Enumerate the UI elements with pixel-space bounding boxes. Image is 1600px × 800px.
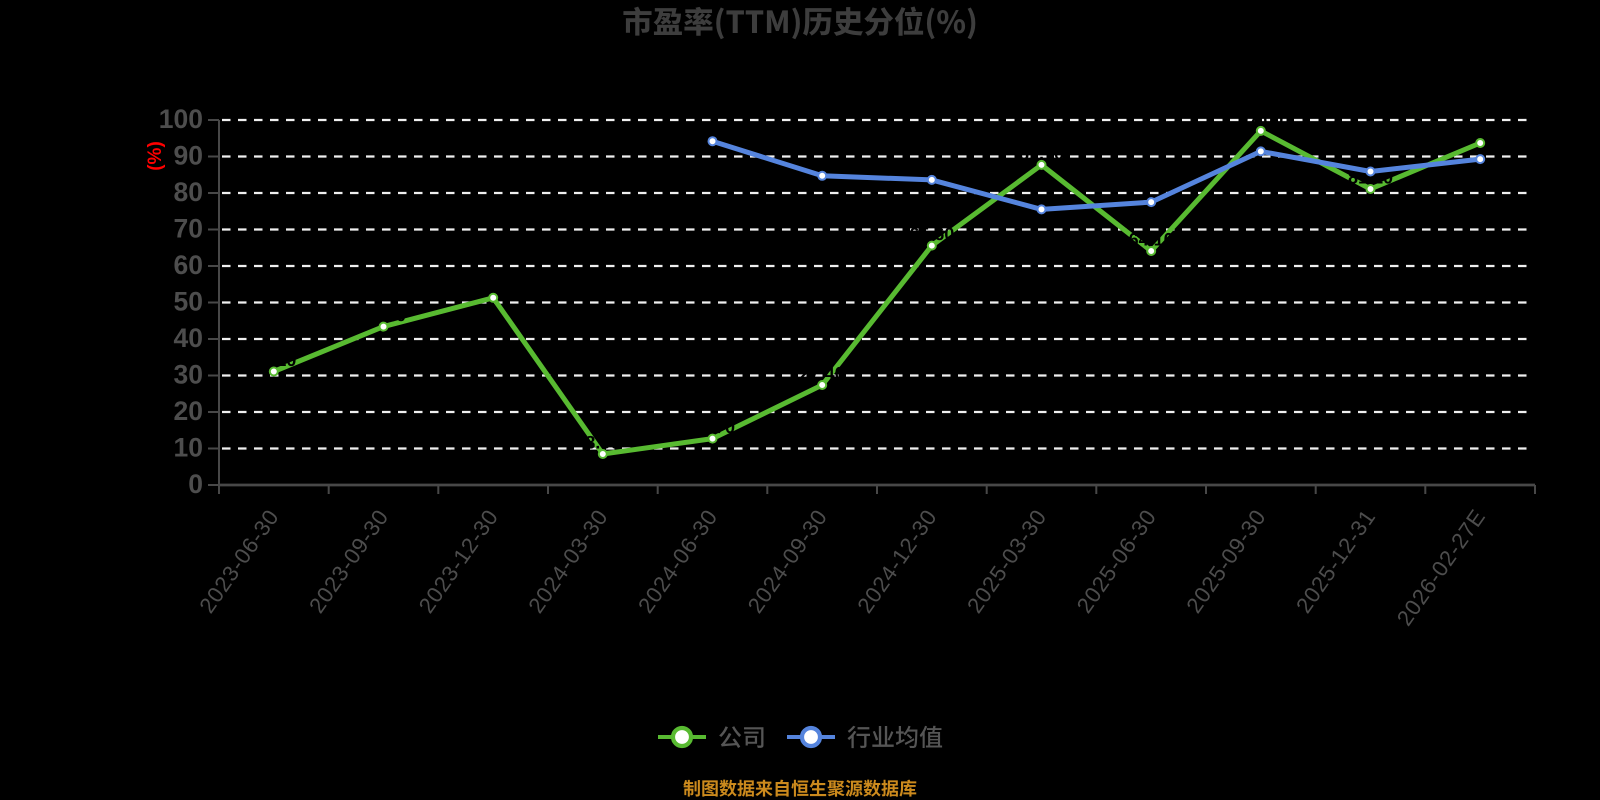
svg-text:70: 70 — [174, 214, 203, 244]
svg-text:40: 40 — [174, 323, 203, 353]
svg-text:50: 50 — [174, 287, 203, 317]
svg-text:20: 20 — [174, 396, 203, 426]
svg-text:10: 10 — [174, 433, 203, 463]
svg-text:90: 90 — [174, 141, 203, 171]
svg-text:100: 100 — [159, 104, 203, 134]
svg-text:60: 60 — [174, 250, 203, 280]
svg-text:30: 30 — [174, 360, 203, 390]
svg-text:0: 0 — [188, 469, 203, 499]
svg-text:80: 80 — [174, 177, 203, 207]
svg-text:(%): (%) — [145, 141, 166, 171]
